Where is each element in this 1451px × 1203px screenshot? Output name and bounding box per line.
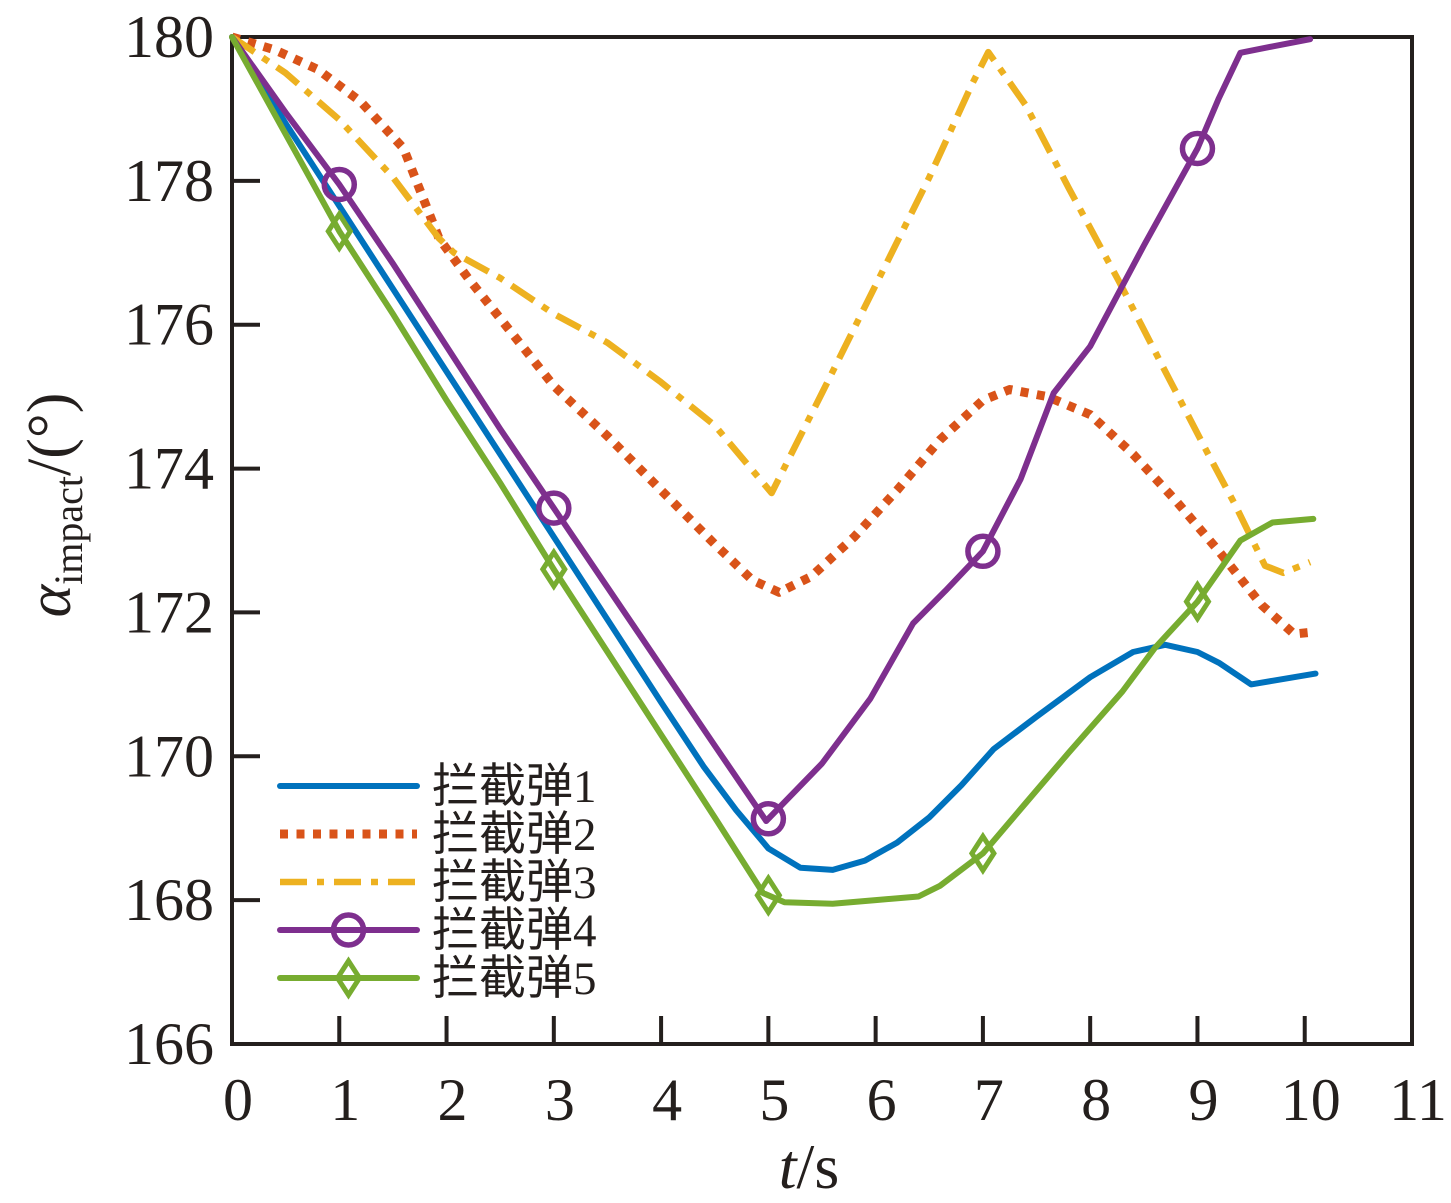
x-tick-label: 8 bbox=[1081, 1067, 1111, 1133]
circle-marker bbox=[330, 912, 367, 948]
series-拦截弹3 bbox=[230, 34, 1312, 577]
diamond-marker bbox=[968, 831, 997, 875]
diamond-marker bbox=[1183, 580, 1212, 624]
diamond-marker bbox=[754, 873, 783, 917]
y-tick-label: 174 bbox=[124, 436, 214, 502]
diamond-marker bbox=[334, 956, 363, 1000]
x-tick-label: 11 bbox=[1389, 1067, 1447, 1133]
series-拦截弹2 bbox=[230, 32, 1316, 639]
legend-label: 拦截弹5 bbox=[432, 953, 597, 1005]
axis-ticks: 0 1 2 3 4 5 6 7 8 9 10 11 166 168 170 172 174 176 178 180 bbox=[124, 4, 1447, 1133]
series-拦截弹4 bbox=[229, 34, 1314, 837]
y-tick-label: 166 bbox=[124, 1011, 214, 1077]
series-拦截弹5 bbox=[229, 34, 1317, 917]
plot-box bbox=[230, 35, 1414, 1046]
legend-entry: 拦截弹5 bbox=[277, 953, 597, 1005]
circle-marker bbox=[965, 533, 1001, 570]
x-tick-label: 10 bbox=[1281, 1067, 1341, 1133]
x-tick-label: 2 bbox=[438, 1067, 468, 1133]
x-tick-label: 3 bbox=[545, 1067, 575, 1133]
legend-entry: 拦截弹1 bbox=[277, 761, 597, 813]
x-tick-label: 9 bbox=[1188, 1067, 1218, 1133]
circle-marker bbox=[1179, 130, 1216, 167]
y-tick-label: 172 bbox=[124, 579, 214, 645]
legend-label: 拦截弹3 bbox=[432, 857, 597, 909]
y-tick-label: 168 bbox=[124, 867, 214, 933]
circle-marker bbox=[321, 166, 358, 203]
series-line bbox=[229, 34, 1317, 907]
x-tick-label: 4 bbox=[652, 1067, 682, 1133]
legend-entry: 拦截弹2 bbox=[280, 809, 597, 861]
y-axis-label: αimpact/(°) bbox=[16, 393, 91, 618]
diamond-marker bbox=[539, 547, 568, 591]
y-tick-label: 178 bbox=[124, 148, 214, 214]
legend-label: 拦截弹1 bbox=[432, 761, 597, 813]
x-tick-label: 1 bbox=[330, 1067, 360, 1133]
x-tick-label: 0 bbox=[223, 1067, 253, 1133]
x-axis-label: t/s bbox=[779, 1131, 839, 1202]
legend-label: 拦截弹2 bbox=[432, 809, 597, 861]
legend-entry: 拦截弹4 bbox=[277, 905, 597, 957]
circle-marker bbox=[750, 801, 787, 837]
series-line bbox=[230, 34, 1312, 577]
circle-marker bbox=[536, 490, 572, 526]
y-tick-label: 176 bbox=[124, 292, 214, 358]
series-拦截弹1 bbox=[229, 34, 1319, 873]
y-tick-label: 170 bbox=[124, 723, 214, 789]
series-line bbox=[229, 34, 1314, 824]
legend-entry: 拦截弹3 bbox=[280, 857, 597, 909]
series-line bbox=[229, 34, 1319, 873]
series-line bbox=[230, 32, 1316, 639]
x-tick-label: 7 bbox=[974, 1067, 1004, 1133]
legend-label: 拦截弹4 bbox=[432, 905, 597, 957]
x-tick-label: 6 bbox=[867, 1067, 897, 1133]
diamond-marker bbox=[325, 209, 354, 253]
y-tick-label: 180 bbox=[124, 4, 214, 70]
x-tick-label: 5 bbox=[759, 1067, 789, 1133]
